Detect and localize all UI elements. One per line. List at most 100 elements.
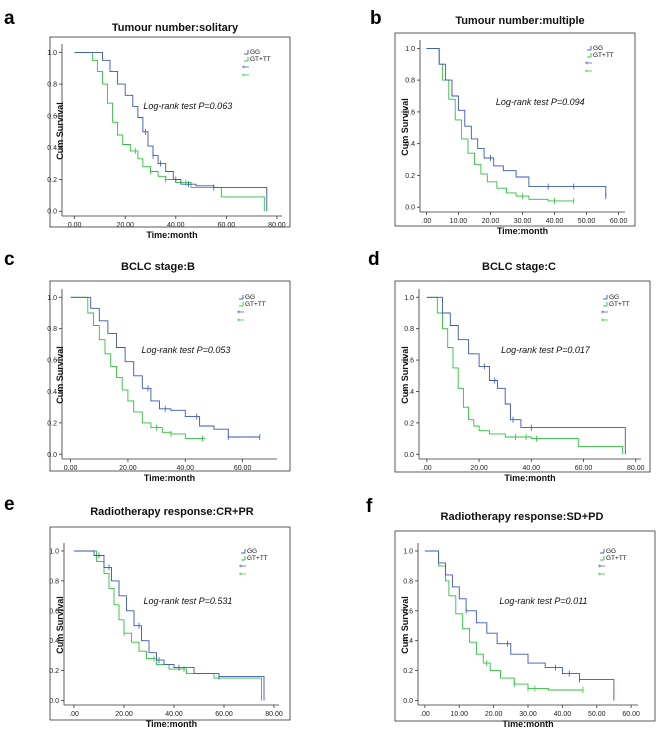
legend-label-gg: GG (593, 45, 603, 52)
y-tick-label: 0.4 (403, 638, 413, 645)
legend-label-gg: GG (606, 548, 616, 555)
y-tick-label: 0.2 (47, 177, 57, 184)
panel-letter-c: c (4, 249, 15, 270)
x-tick-label: 0.00 (64, 465, 78, 472)
legend-label-gt-tt: GT+TT (250, 56, 271, 63)
x-tick-label: .00 (69, 711, 79, 718)
legend-censor-gg: + (239, 563, 243, 570)
x-tick-label: 60.00 (575, 465, 593, 472)
x-tick-label: .00 (422, 465, 432, 472)
survival-curve-gt-tt (424, 550, 583, 691)
legend-censor-gg: + (598, 563, 602, 570)
y-tick-label: 0.2 (405, 173, 415, 180)
y-tick-label: 0.8 (403, 578, 413, 585)
y-axis-label: Cum Survival (55, 102, 65, 160)
legend-label-gg: GG (247, 548, 257, 555)
x-axis-label: Time:month (146, 230, 197, 240)
x-tick-label: 60.00 (610, 218, 628, 225)
chart-frame (394, 280, 651, 473)
y-tick-label: 0.0 (47, 452, 57, 459)
y-tick-label: 0.2 (403, 668, 413, 675)
log-rank-annotation: Log-rank test P=0.053 (142, 345, 231, 355)
x-axis-label: Time:month (146, 719, 197, 729)
x-tick-label: 60.00 (622, 711, 640, 718)
chart-title: BCLC stage:B (121, 261, 195, 273)
legend-censor-gg: + (237, 309, 241, 316)
y-tick-label: 0.8 (47, 326, 57, 333)
legend-label-gg: GG (245, 294, 255, 301)
legend-label-gt-tt: GT+TT (247, 555, 268, 562)
y-tick-label: 0.0 (405, 205, 415, 212)
x-tick-label: 20.00 (119, 465, 137, 472)
survival-curve-gt-tt (70, 296, 206, 440)
survival-curve-gg (426, 296, 626, 455)
panel-letter-e: e (4, 494, 15, 515)
x-tick-label: 20.00 (482, 218, 500, 225)
chart-frame (394, 530, 656, 722)
chart-frame (394, 32, 636, 227)
x-tick-label: 60.00 (234, 465, 252, 472)
x-tick-label: 80.00 (265, 711, 283, 718)
log-rank-annotation: Log-rank test P=0.063 (143, 101, 232, 111)
chart-title: Tumour number:solitary (112, 22, 239, 34)
legend-censor-gg: + (601, 309, 605, 316)
survival-curve-gt-tt (426, 47, 574, 202)
legend-censor-gt-tt: + (601, 317, 605, 324)
x-axis-label: Time:month (497, 226, 548, 236)
x-tick-label: 20.00 (485, 711, 503, 718)
x-axis-label: Time:month (504, 473, 555, 483)
legend-label-gt-tt: GT+TT (609, 301, 630, 308)
x-tick-label: 0.00 (68, 222, 82, 229)
y-axis-label: Cum Survival (400, 596, 410, 654)
panel-letter-a: a (4, 8, 15, 29)
x-axis-label: Time:month (144, 473, 195, 483)
y-axis-label: Cum Survival (400, 346, 410, 404)
x-tick-label: .00 (420, 711, 430, 718)
y-tick-label: 0.4 (49, 638, 59, 645)
x-tick-label: 10.00 (450, 218, 468, 225)
y-tick-label: 0.6 (405, 109, 415, 116)
x-tick-label: 60.00 (218, 222, 236, 229)
y-tick-label: 0.4 (47, 145, 57, 152)
y-tick-label: 0.2 (49, 668, 59, 675)
chart-frame (49, 280, 291, 472)
panel-letter-f: f (366, 496, 373, 517)
chart-frame (49, 526, 291, 721)
legend-censor-gg: + (585, 60, 589, 67)
y-tick-label: 1.0 (47, 50, 57, 57)
survival-curve-gg (74, 51, 268, 212)
legend-label-gt-tt: GT+TT (245, 301, 266, 308)
y-tick-label: 0.6 (403, 608, 413, 615)
x-tick-label: 20.00 (470, 465, 488, 472)
x-tick-label: 40.00 (523, 465, 541, 472)
y-tick-label: 0.0 (404, 452, 414, 459)
survival-curve-gg (74, 550, 265, 701)
y-axis-label: Cum Survival (400, 98, 410, 156)
x-tick-label: 60.00 (215, 711, 233, 718)
y-tick-label: 0.4 (404, 389, 414, 396)
y-tick-label: 0.0 (49, 698, 59, 705)
legend-label-gt-tt: GT+TT (593, 52, 614, 59)
y-tick-label: 1.0 (49, 548, 59, 555)
legend-censor-gt-tt: + (242, 72, 246, 79)
y-tick-label: 0.6 (47, 113, 57, 120)
y-tick-label: 0.8 (47, 82, 57, 89)
y-tick-label: 0.8 (404, 326, 414, 333)
x-tick-label: 40.00 (177, 465, 195, 472)
legend-censor-gt-tt: + (598, 571, 602, 578)
x-tick-label: 50.00 (588, 711, 606, 718)
log-rank-annotation: Log-rank test P=0.011 (499, 596, 587, 606)
y-tick-label: 0.4 (47, 389, 57, 396)
x-axis-label: Time:month (502, 719, 553, 729)
y-tick-label: 0.8 (405, 78, 415, 85)
survival-curve-gg (426, 47, 607, 197)
x-tick-label: 20.00 (116, 222, 134, 229)
legend-censor-gt-tt: + (239, 571, 243, 578)
y-tick-label: 0.4 (405, 141, 415, 148)
y-tick-label: 0.2 (47, 420, 57, 427)
x-tick-label: 40.00 (167, 222, 185, 229)
survival-curve-gt-tt (426, 296, 624, 455)
x-tick-label: 30.00 (519, 711, 537, 718)
y-axis-label: Cum Survival (55, 346, 65, 404)
